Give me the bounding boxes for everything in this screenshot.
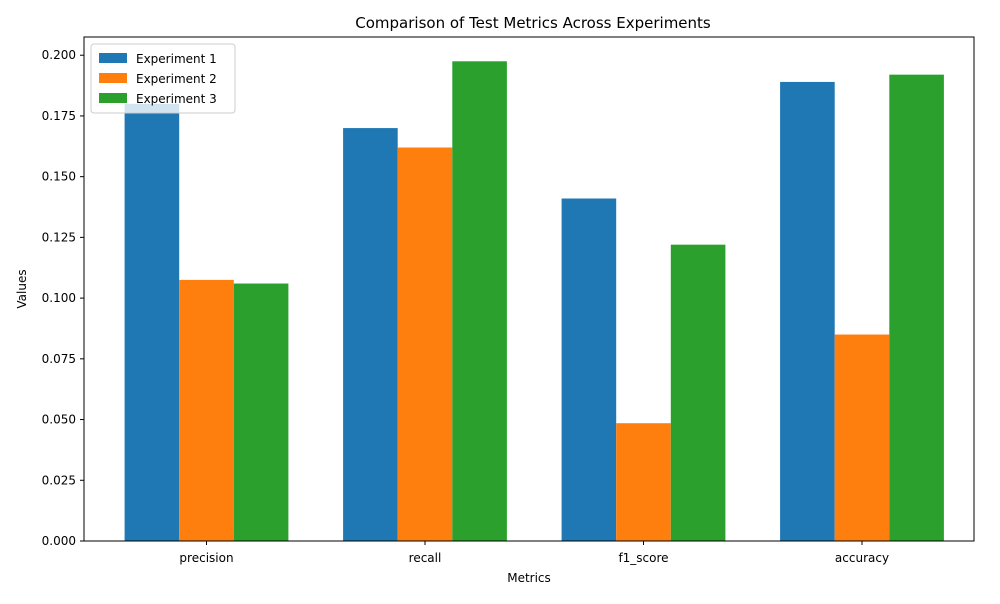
- x-axis-ticks: precision recall f1_score accuracy: [179, 541, 889, 565]
- plot-frame: [83, 36, 975, 542]
- bar-accuracy-series-3: [889, 74, 944, 542]
- legend-label-series-3: Experiment 3: [136, 92, 217, 106]
- chart-title: Comparison of Test Metrics Across Experi…: [355, 14, 711, 32]
- y-tick-label: 0.175: [42, 109, 76, 123]
- y-tick-label: 0.000: [42, 534, 76, 548]
- bar-accuracy-series-2: [834, 334, 890, 541]
- legend-swatch-series-2: [99, 73, 127, 83]
- bar-accuracy-series-1: [780, 81, 835, 542]
- y-tick-label: 0.150: [42, 170, 76, 184]
- y-tick-label: 0.050: [42, 413, 76, 427]
- legend: Experiment 1 Experiment 2 Experiment 3: [90, 43, 236, 114]
- bar-f1-score-series-1: [561, 198, 617, 541]
- x-axis-label: Metrics: [507, 571, 551, 585]
- y-tick-label: 0.100: [42, 291, 76, 305]
- legend-swatch-series-1: [99, 53, 127, 63]
- x-tick-label: accuracy: [835, 551, 889, 565]
- bar-recall-series-1: [343, 128, 398, 541]
- legend-swatch-series-3: [99, 93, 127, 103]
- y-axis-label: Values: [15, 269, 29, 308]
- x-tick-label: precision: [179, 551, 233, 565]
- bar-f1-score-series-2: [616, 423, 671, 541]
- x-tick-label: f1_score: [618, 551, 668, 565]
- bar-f1-score-series-3: [670, 244, 726, 542]
- y-tick-label: 0.125: [42, 230, 76, 244]
- bars-group: [124, 61, 944, 542]
- bar-recall-series-2: [397, 147, 453, 541]
- bar-precision-series-1: [124, 103, 180, 542]
- y-axis-ticks: 0.000 0.025 0.050 0.075 0.100 0.125 0.150 0.175…: [42, 48, 84, 548]
- bar-precision-series-3: [233, 283, 289, 541]
- y-tick-label: 0.025: [42, 473, 76, 487]
- bar-recall-series-3: [452, 61, 507, 541]
- legend-label-series-2: Experiment 2: [136, 72, 217, 86]
- bar-precision-series-2: [179, 279, 234, 541]
- y-tick-label: 0.075: [42, 352, 76, 366]
- x-tick-label: recall: [409, 551, 442, 565]
- legend-label-series-1: Experiment 1: [136, 52, 217, 66]
- y-tick-label: 0.200: [42, 48, 76, 62]
